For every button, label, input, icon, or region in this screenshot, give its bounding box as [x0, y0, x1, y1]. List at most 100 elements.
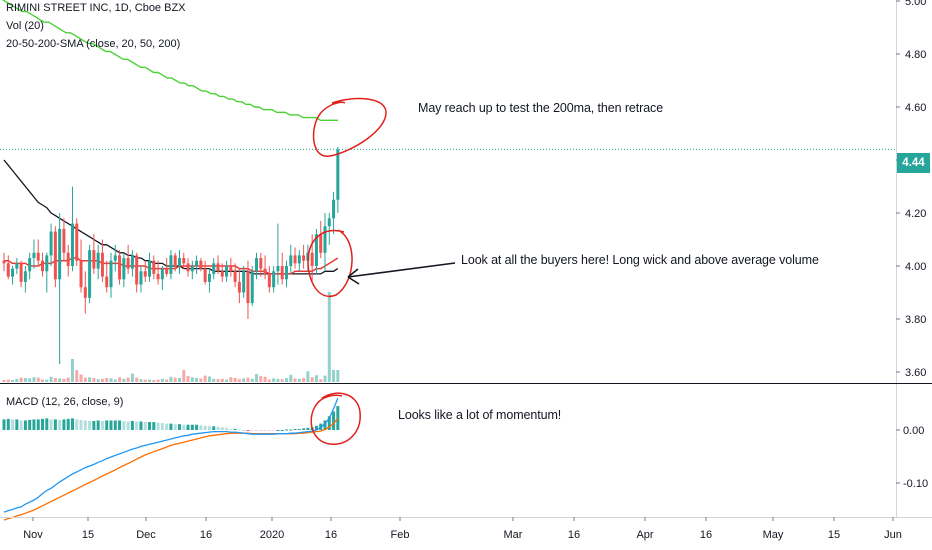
volume-bar [182, 370, 186, 382]
macd-histogram-bar [212, 426, 216, 430]
candle-body [6, 263, 10, 277]
volume-bar [319, 379, 323, 382]
volume-bar [276, 378, 280, 382]
candle-body [173, 255, 177, 266]
volume-bar [177, 378, 181, 382]
candle-body [143, 271, 147, 277]
candle-body [88, 250, 92, 298]
macd-histogram-bar [323, 420, 327, 430]
candle-body [105, 276, 109, 288]
macd-histogram-bar [237, 429, 241, 431]
volume-bar [272, 378, 276, 382]
macd-histogram-bar [105, 420, 109, 430]
time-tick-label: 16 [200, 529, 212, 541]
candle-body [23, 271, 27, 282]
volume-bar [130, 373, 134, 382]
time-tick-label: Mar [504, 529, 523, 541]
macd-histogram-bar [182, 424, 186, 430]
volume-bar [199, 378, 203, 382]
volume-bar [66, 377, 70, 382]
volume-bar [173, 377, 177, 382]
volume-bar [118, 377, 122, 382]
candle-body [96, 252, 100, 269]
sma-legend: 20-50-200-SMA (close, 20, 50, 200) [6, 38, 181, 50]
volume-bar [284, 378, 288, 382]
candle-body [276, 266, 280, 272]
candle-body [70, 223, 74, 266]
macd-histogram-bar [190, 424, 194, 430]
macd-histogram-bar [255, 430, 259, 431]
macd-histogram-bar [143, 422, 147, 430]
price-tick-label: 5.00 [905, 0, 926, 8]
macd-histogram-bar [53, 419, 57, 430]
macd-histogram-bar [152, 422, 156, 430]
volume-bar [250, 378, 254, 382]
candle-body [267, 273, 271, 288]
candle-body [289, 255, 293, 266]
annotation-arrow-buyers [347, 262, 456, 278]
volume-bar [11, 380, 15, 382]
macd-histogram-bar [41, 418, 45, 430]
volume-bar [105, 378, 109, 382]
candle-body [66, 252, 70, 266]
macd-histogram-bar [15, 419, 19, 430]
candle-body [75, 223, 79, 261]
candle-body [195, 260, 199, 266]
candle-body [152, 260, 156, 274]
macd-histogram-bar [225, 427, 229, 430]
volume-bar [53, 378, 57, 382]
volume-bar [45, 379, 49, 382]
candle-body [229, 266, 233, 272]
macd-histogram-bar [272, 430, 276, 431]
macd-histogram-bar [96, 420, 100, 430]
candle-body [19, 263, 23, 282]
volume-bar [96, 379, 100, 382]
note-200ma: May reach up to test the 200ma, then ret… [418, 101, 664, 115]
candle-body [62, 228, 66, 253]
volume-bar [314, 375, 318, 382]
macd-histogram-bar [246, 430, 250, 431]
candle-body [263, 268, 267, 274]
volume-bar [327, 292, 331, 382]
macd-histogram-bar [83, 420, 87, 430]
macd-histogram-bar [160, 423, 164, 430]
price-tick-label: 4.80 [905, 49, 926, 61]
volume-bar [92, 378, 96, 382]
volume-bar [289, 374, 293, 382]
volume-bar [122, 378, 126, 382]
volume-bar [23, 378, 27, 382]
annotation-arrowhead [347, 268, 360, 285]
candle-body [41, 260, 45, 272]
note-momentum: Looks like a lot of momentum! [398, 408, 562, 422]
macd-histogram-bar [122, 420, 126, 430]
candle-body [36, 252, 40, 261]
price-tick-label: 4.60 [905, 102, 926, 114]
macd-histogram-bar [229, 428, 233, 430]
candle-body [130, 255, 134, 269]
macd-histogram-bar [49, 419, 53, 430]
macd-histogram-bar [66, 418, 70, 430]
volume-bar [6, 379, 10, 382]
candle-body [49, 231, 53, 256]
candle-body [2, 260, 6, 264]
volume-bar [293, 378, 297, 382]
macd-histogram-bar [336, 406, 340, 430]
volume-bar [36, 377, 40, 382]
volume-bars [2, 292, 340, 382]
price-tick-label: 4.00 [905, 261, 926, 273]
time-tick-label: May [763, 529, 784, 541]
candle-body [332, 199, 336, 219]
candle-body [135, 255, 139, 285]
volume-bar [135, 377, 139, 382]
candle-body [280, 266, 284, 280]
macd-histogram-bar [276, 430, 280, 431]
candle-body [113, 255, 117, 261]
macd-histogram-bar [126, 421, 130, 430]
candle-body [233, 271, 237, 282]
macd-histogram-bar [6, 418, 10, 430]
macd-histogram-bar [242, 430, 246, 431]
volume-bar [62, 378, 66, 382]
volume-bar [79, 374, 83, 382]
annotation-circle-200ma [312, 97, 387, 157]
